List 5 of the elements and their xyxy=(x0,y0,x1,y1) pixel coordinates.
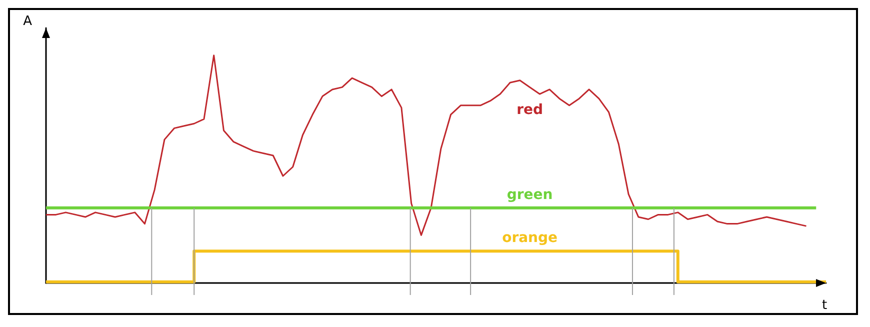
series-label: green xyxy=(506,186,553,203)
series-label: red xyxy=(516,102,544,118)
y-axis-title: A xyxy=(23,14,32,29)
x-axis-title: t xyxy=(822,298,828,313)
series-label: orange xyxy=(502,230,558,246)
